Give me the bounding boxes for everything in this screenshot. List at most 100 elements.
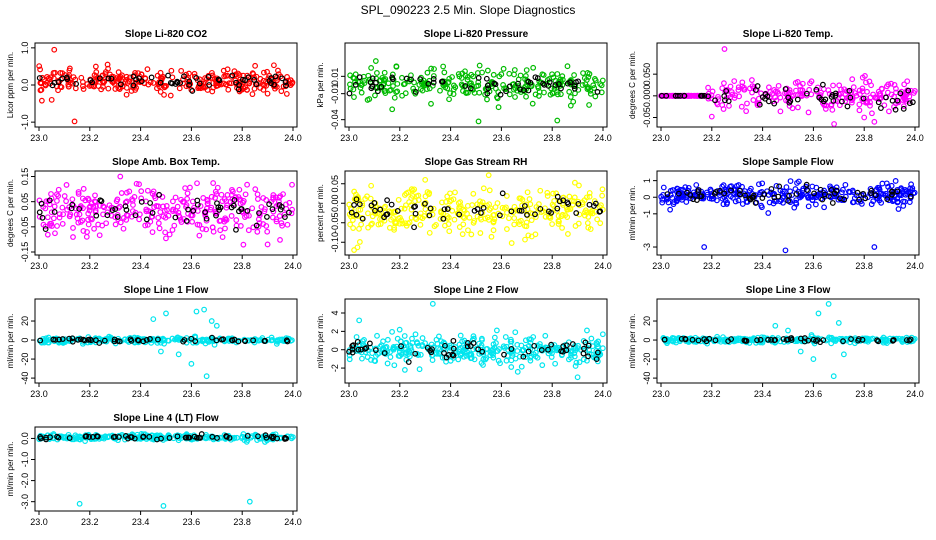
data-point bbox=[869, 110, 875, 117]
flagged-point bbox=[372, 207, 378, 214]
data-point bbox=[105, 85, 112, 92]
flagged-point bbox=[384, 197, 391, 204]
flagged-point bbox=[445, 352, 452, 358]
flagged-point bbox=[68, 205, 75, 212]
data-point bbox=[428, 100, 434, 107]
data-point bbox=[252, 62, 259, 69]
panel-title: Slope Gas Stream RH bbox=[425, 157, 528, 168]
data-point bbox=[347, 72, 354, 79]
chart-panel-8: Slope Line 2 Flow 23.0 23.2 23.4 23.6 23.8 24.… bbox=[316, 285, 612, 399]
data-point bbox=[358, 89, 365, 96]
data-point bbox=[55, 193, 62, 199]
data-point bbox=[490, 218, 497, 225]
flagged-point bbox=[412, 89, 419, 95]
flagged-point bbox=[96, 75, 103, 82]
x-tick-label: 23.2 bbox=[81, 261, 99, 271]
data-point bbox=[368, 221, 374, 228]
outlier-point bbox=[810, 356, 817, 362]
data-point bbox=[223, 81, 229, 88]
data-point bbox=[382, 203, 389, 210]
data-point bbox=[838, 86, 845, 93]
data-point bbox=[399, 92, 405, 99]
flagged-point bbox=[203, 215, 210, 222]
data-point bbox=[446, 96, 452, 103]
data-point bbox=[459, 70, 466, 77]
chart-panel-4: Slope Amb. Box Temp. 23.0 23.2 23.4 23.6 23.8… bbox=[6, 157, 302, 271]
data-point bbox=[863, 99, 870, 106]
flagged-point bbox=[417, 76, 424, 83]
flagged-point bbox=[354, 338, 361, 345]
flagged-point bbox=[182, 434, 189, 441]
data-point bbox=[57, 70, 64, 76]
data-point bbox=[772, 339, 778, 346]
flagged-point bbox=[821, 191, 828, 198]
data-point bbox=[356, 225, 362, 232]
x-tick-label: 23.8 bbox=[855, 261, 873, 271]
flagged-point bbox=[508, 346, 515, 352]
data-point bbox=[362, 195, 369, 202]
data-point bbox=[447, 357, 454, 364]
flagged-point bbox=[89, 434, 96, 440]
data-point bbox=[895, 206, 902, 212]
flagged-point bbox=[480, 204, 487, 211]
flagged-point bbox=[832, 190, 838, 197]
flagged-point bbox=[664, 191, 671, 198]
data-point bbox=[403, 349, 410, 356]
data-point bbox=[388, 216, 394, 223]
flagged-point bbox=[134, 337, 141, 343]
data-point bbox=[901, 94, 907, 101]
data-point bbox=[572, 363, 579, 369]
outlier-point bbox=[871, 118, 878, 125]
data-point bbox=[550, 190, 556, 197]
data-point bbox=[503, 357, 510, 364]
outlier-point bbox=[825, 301, 832, 307]
data-point bbox=[732, 198, 739, 205]
y-tick-label: -0.10 bbox=[330, 232, 340, 253]
flagged-point bbox=[377, 206, 384, 213]
panel-title: Slope Line 3 Flow bbox=[746, 285, 831, 296]
y-axis-label: ml/min per min. bbox=[628, 186, 637, 241]
outlier-point bbox=[163, 310, 169, 317]
data-point bbox=[491, 334, 498, 341]
data-point bbox=[92, 192, 98, 199]
x-tick-label: 23.0 bbox=[340, 133, 358, 143]
data-point bbox=[106, 202, 113, 209]
data-point bbox=[497, 360, 503, 367]
data-point bbox=[777, 108, 784, 115]
flagged-point bbox=[86, 434, 93, 440]
outlier-point bbox=[208, 318, 215, 324]
flagged-point bbox=[848, 336, 854, 342]
flagged-point bbox=[829, 92, 836, 98]
panel-title: Slope Amb. Box Temp. bbox=[112, 157, 220, 168]
flagged-point bbox=[66, 335, 73, 342]
data-point bbox=[249, 91, 256, 98]
data-point bbox=[878, 190, 884, 197]
flagged-point bbox=[130, 82, 137, 89]
flagged-point bbox=[728, 187, 734, 194]
data-point bbox=[888, 80, 895, 87]
flagged-point bbox=[450, 345, 457, 352]
data-point bbox=[283, 201, 289, 208]
flagged-point bbox=[109, 207, 116, 214]
data-point bbox=[63, 182, 70, 188]
flagged-point bbox=[516, 207, 523, 214]
data-point bbox=[798, 193, 805, 200]
flagged-point bbox=[43, 434, 49, 441]
data-point bbox=[118, 190, 125, 196]
flagged-point bbox=[426, 212, 433, 219]
flagged-point bbox=[195, 434, 202, 441]
flagged-point bbox=[701, 336, 708, 343]
flagged-point bbox=[593, 356, 600, 363]
data-point bbox=[216, 218, 223, 224]
data-point bbox=[210, 84, 217, 91]
data-point bbox=[828, 334, 835, 341]
data-point bbox=[347, 221, 354, 228]
outlier-point bbox=[351, 247, 357, 253]
data-point bbox=[559, 225, 565, 231]
y-tick-label: -0.05 bbox=[20, 217, 30, 238]
data-point bbox=[599, 331, 606, 338]
flagged-point bbox=[712, 97, 718, 104]
flagged-point bbox=[492, 81, 499, 88]
data-point bbox=[724, 190, 731, 197]
flagged-point bbox=[284, 338, 291, 345]
